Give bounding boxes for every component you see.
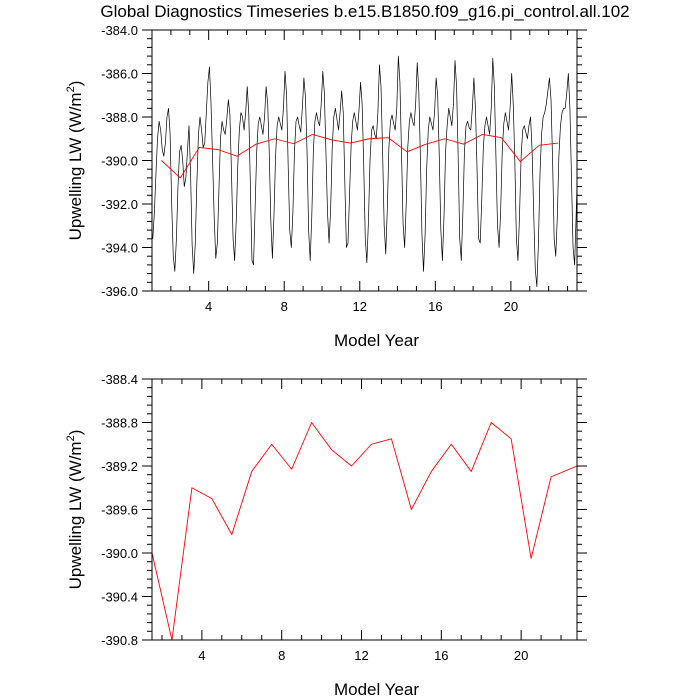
y-tick-label: -388.8 <box>101 416 138 431</box>
y-tick-label: -389.2 <box>101 459 138 474</box>
x-tick-label: 12 <box>353 299 367 314</box>
y-tick-label: -390.0 <box>101 546 138 561</box>
y-tick-label: -390.8 <box>101 633 138 648</box>
series-layer <box>152 422 577 640</box>
x-tick-label: 8 <box>281 299 288 314</box>
y-tick-label: -392.0 <box>101 197 138 212</box>
y-tick-label: -388.0 <box>101 110 138 125</box>
annual-series-line <box>152 422 577 640</box>
y-axis-label-main: Upwelling LW (W/m <box>66 441 85 589</box>
y-tick-label: -396.0 <box>101 284 138 299</box>
y-axis-label: Upwelling LW (W/m2) <box>65 430 85 590</box>
y-tick-labels: -384.0 -386.0 -388.0 -390.0 -392.0 -394.0 -396… <box>101 23 138 299</box>
x-tick-labels: 4 8 12 16 20 <box>198 648 528 663</box>
y-tick-label: -389.6 <box>101 503 138 518</box>
x-tick-label: 12 <box>354 648 368 663</box>
x-tick-labels: 4 8 12 16 20 <box>205 299 518 314</box>
x-tick-label: 16 <box>434 648 448 663</box>
x-tick-label: 16 <box>428 299 442 314</box>
y-tick-label: -388.4 <box>101 372 138 387</box>
y-axis-label-superscript: 2 <box>65 435 77 441</box>
monthly-annual-panel: -384.0 -386.0 -388.0 -390.0 -392.0 -394.0 -396… <box>65 23 587 350</box>
y-tick-label: -390.0 <box>101 154 138 169</box>
figure-title: Global Diagnostics Timeseries b.e15.B185… <box>100 2 629 21</box>
series-layer <box>152 55 577 287</box>
y-axis-label-close: ) <box>66 430 85 436</box>
y-tick-label: -386.0 <box>101 67 138 82</box>
plot-frame <box>151 378 578 641</box>
x-tick-label: 20 <box>514 648 528 663</box>
annual-series-line <box>161 133 559 179</box>
y-axis-label-superscript: 2 <box>65 86 77 92</box>
x-axis-label: Model Year <box>334 680 419 699</box>
y-tick-label: -390.4 <box>101 590 138 605</box>
y-tick-labels: -388.4 -388.8 -389.2 -389.6 -390.0 -390.4 -390… <box>101 372 138 648</box>
x-axis-label: Model Year <box>334 331 419 350</box>
annual-mean-panel: -388.4 -388.8 -389.2 -389.6 -390.0 -390.4 -390… <box>65 372 587 699</box>
ticks-layer <box>142 378 587 641</box>
x-tick-label: 8 <box>278 648 285 663</box>
x-tick-label: 20 <box>504 299 518 314</box>
y-axis-label: Upwelling LW (W/m2) <box>65 81 85 241</box>
y-tick-label: -384.0 <box>101 23 138 38</box>
x-tick-label: 4 <box>205 299 212 314</box>
x-tick-label: 4 <box>198 648 205 663</box>
y-tick-label: -394.0 <box>101 241 138 256</box>
ticks-layer <box>142 29 587 292</box>
y-axis-label-close: ) <box>66 81 85 87</box>
y-axis-label-main: Upwelling LW (W/m <box>66 92 85 240</box>
monthly-series-line <box>152 55 577 287</box>
